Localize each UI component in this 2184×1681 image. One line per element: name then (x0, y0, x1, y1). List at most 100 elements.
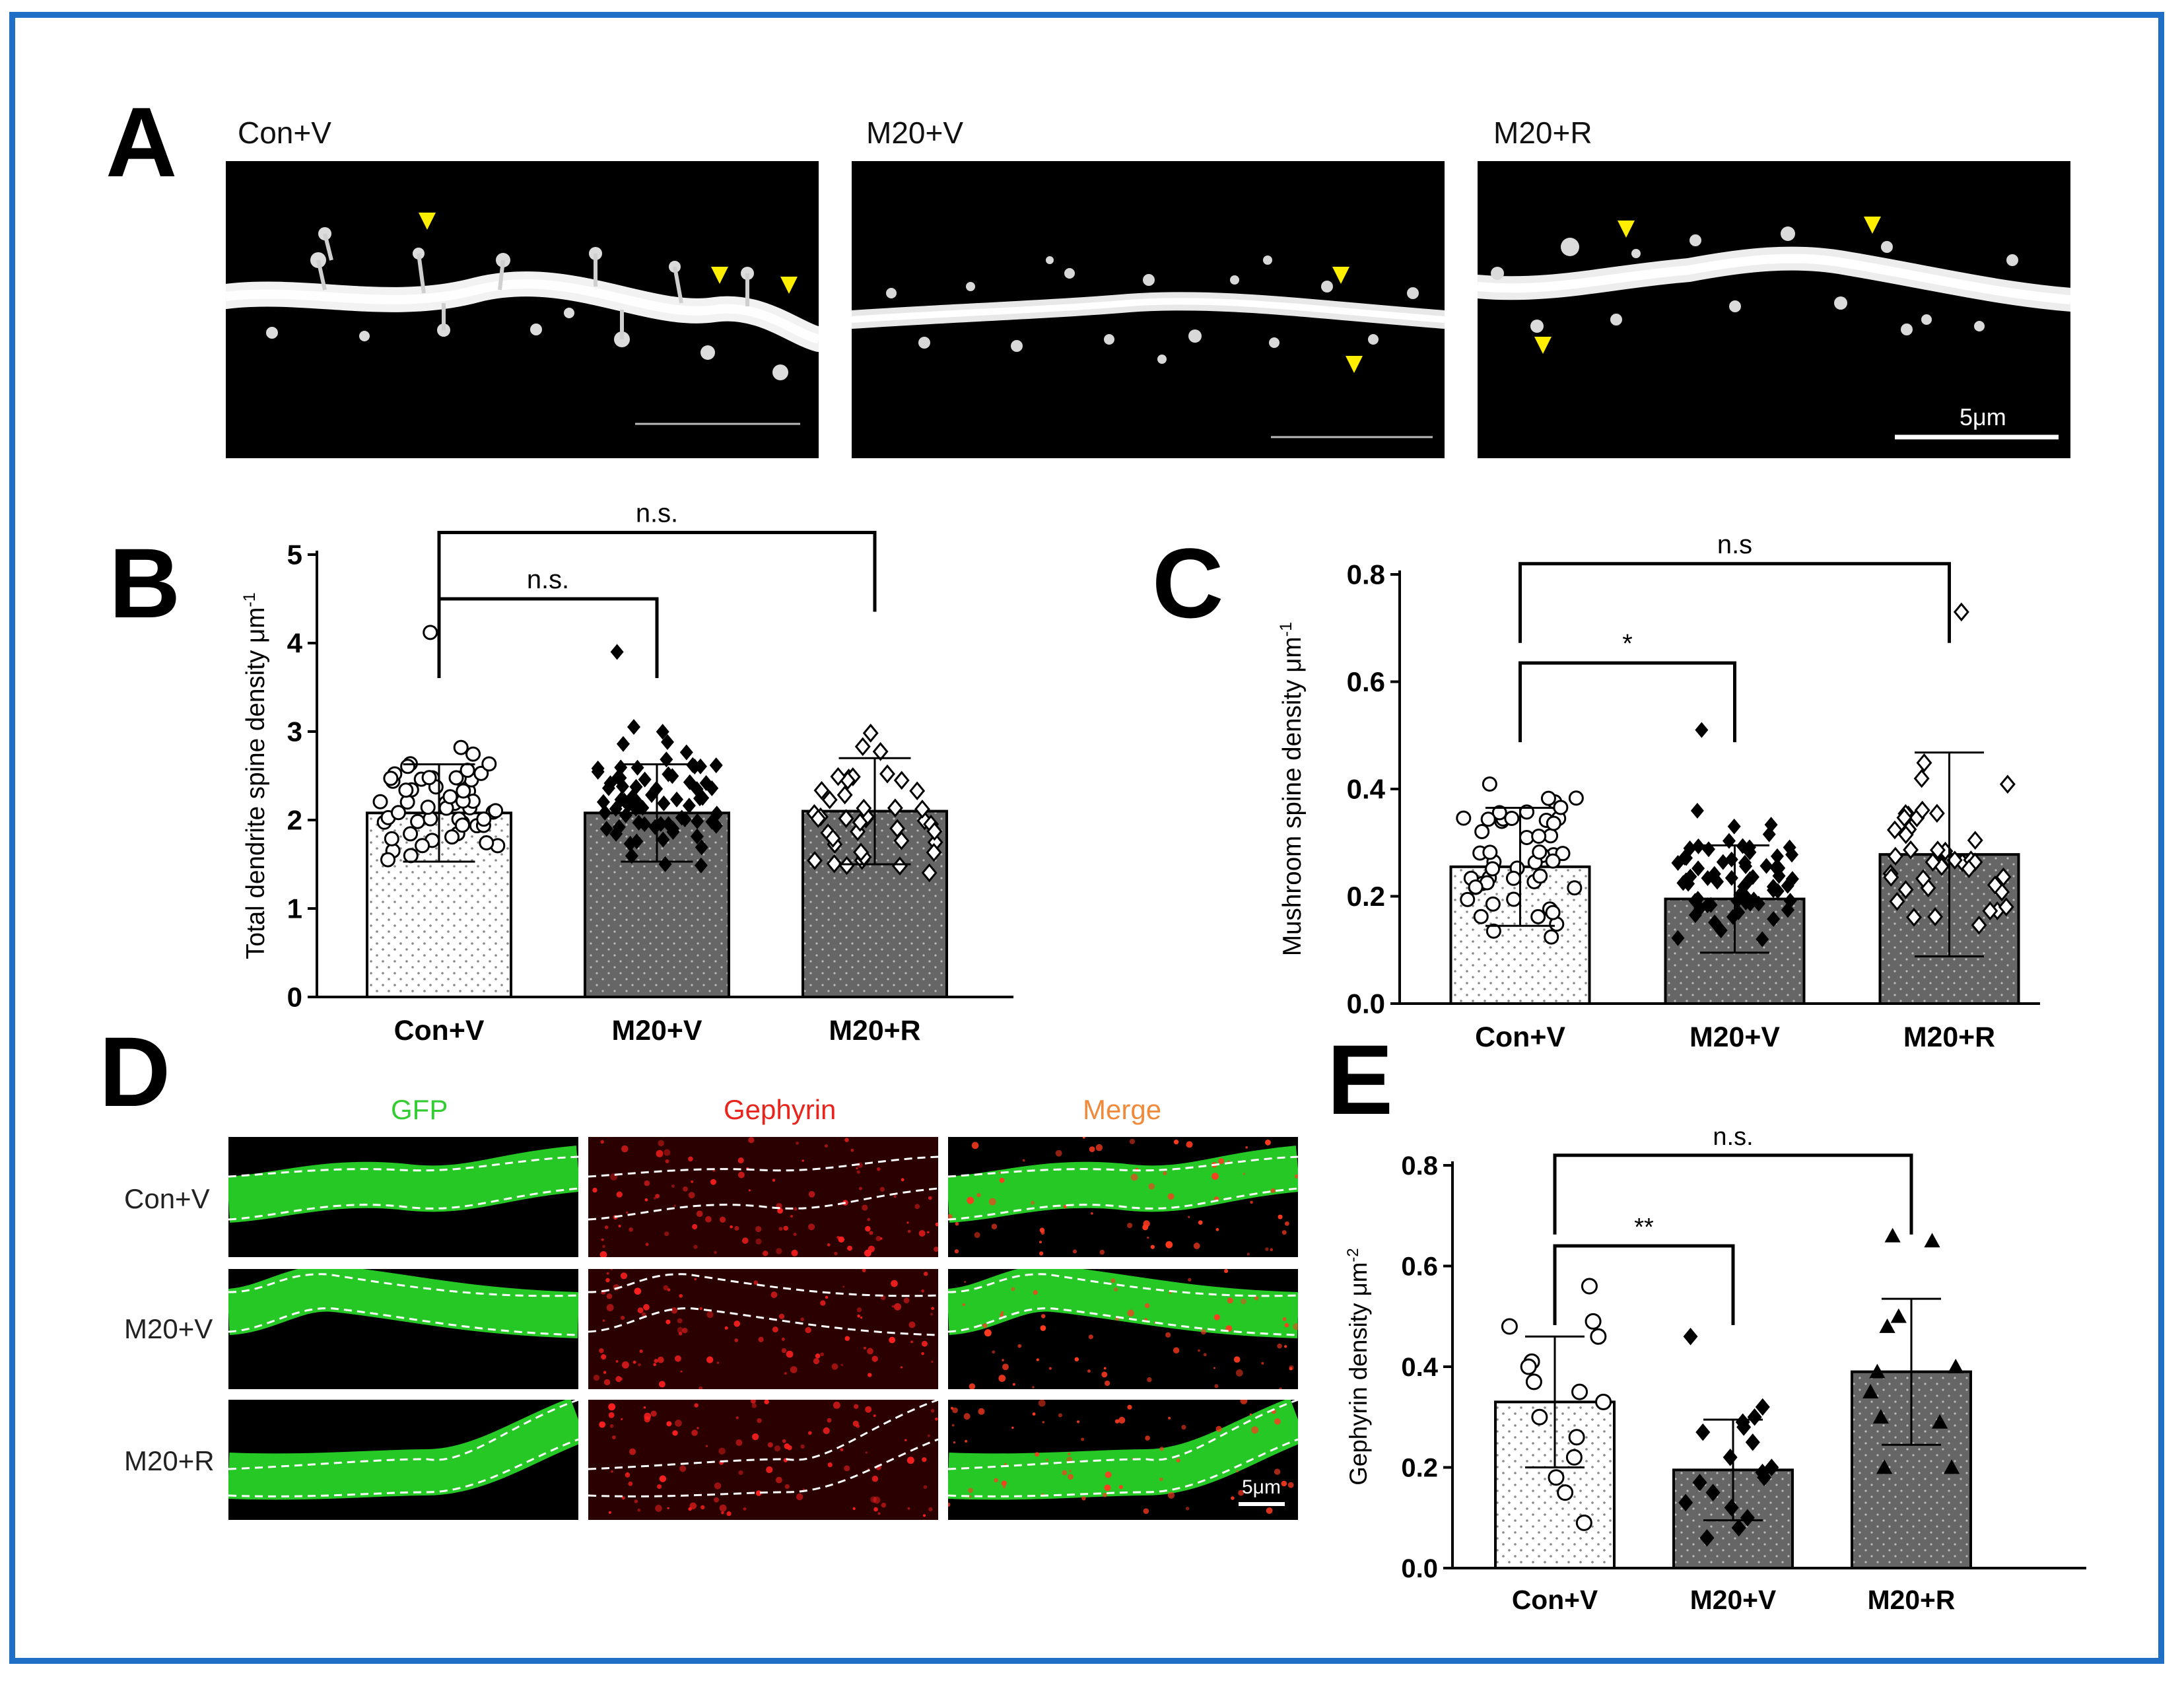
gephyrin-puncta (650, 1410, 657, 1417)
data-point-1-52 (616, 736, 630, 752)
y-axis-label-superscript: -1 (1277, 622, 1295, 636)
gephyrin-puncta (714, 1251, 717, 1254)
data-point-0-47 (454, 817, 470, 833)
gephyrin-puncta (1045, 1458, 1049, 1462)
data-point-1-65 (619, 807, 632, 823)
gephyrin-puncta (903, 1297, 910, 1303)
gephyrin-puncta (1265, 1139, 1271, 1146)
channel-label-gfp: GFP (391, 1094, 448, 1125)
data-point-0-48 (1545, 853, 1561, 869)
data-point-2-34 (813, 780, 830, 800)
gephyrin-puncta (1186, 1141, 1193, 1148)
gephyrin-puncta (820, 1300, 826, 1306)
data-point-0-14 (398, 782, 414, 798)
data-point-0-55 (423, 625, 438, 640)
gephyrin-puncta (922, 1457, 927, 1462)
gephyrin-puncta (1072, 1249, 1077, 1254)
comparison-bracket-1 (1519, 562, 1951, 643)
gephyrin-puncta (860, 1316, 863, 1319)
data-point-1-48 (1767, 910, 1781, 927)
gephyrin-puncta (1126, 1222, 1133, 1229)
gephyrin-puncta (637, 1508, 641, 1512)
data-point-0-45 (479, 835, 495, 850)
gephyrin-puncta (608, 1511, 611, 1514)
gephyrin-puncta (675, 1420, 682, 1427)
data-point-1-59 (1738, 854, 1752, 871)
gephyrin-puncta (1274, 1468, 1281, 1475)
data-point-1-67 (631, 759, 644, 776)
gephyrin-puncta (719, 1504, 727, 1512)
gephyrin-puncta (1218, 1158, 1225, 1165)
gephyrin-puncta (1103, 1492, 1107, 1497)
gephyrin-image-r2-c1 (588, 1400, 938, 1520)
gephyrin-puncta (605, 1278, 610, 1283)
gephyrin-puncta (873, 1496, 881, 1504)
gephyrin-puncta (850, 1148, 854, 1152)
gephyrin-puncta (603, 1371, 607, 1374)
gephyrin-puncta (621, 1315, 625, 1320)
dendrite-outline (228, 1438, 578, 1497)
gephyrin-puncta (931, 1361, 934, 1363)
gephyrin-puncta (838, 1236, 844, 1243)
data-point-1-41 (1744, 895, 1757, 912)
gephyrin-puncta (667, 1507, 669, 1509)
gephyrin-image-r0-c2 (948, 1137, 1298, 1257)
data-point-1-38 (666, 820, 680, 837)
chart-total-spine-density: 0 1 2 3 4 5 Total dendrite spine density μm-1 C… (240, 499, 1013, 1046)
gephyrin-puncta (923, 1272, 928, 1276)
gephyrin-puncta (671, 1184, 675, 1188)
data-point-1-47 (1742, 839, 1756, 856)
data-point-1-49 (625, 848, 638, 864)
gephyrin-puncta (644, 1180, 650, 1186)
gephyrin-puncta (632, 1360, 636, 1364)
gephyrin-puncta (934, 1247, 938, 1252)
gephyrin-puncta (1224, 1269, 1229, 1274)
gephyrin-puncta (610, 1269, 613, 1270)
gephyrin-puncta (875, 1235, 881, 1241)
gephyrin-puncta (927, 1231, 930, 1234)
gephyrin-puncta (877, 1167, 881, 1171)
gephyrin-puncta (734, 1225, 739, 1231)
gephyrin-puncta (784, 1484, 790, 1490)
gephyrin-puncta (1203, 1353, 1207, 1357)
gephyrin-puncta (1233, 1356, 1241, 1363)
gephyrin-puncta (954, 1249, 959, 1254)
gephyrin-puncta (1261, 1361, 1264, 1365)
data-point-2-10 (1916, 753, 1932, 772)
comparison-label-0: * (1622, 629, 1633, 658)
gephyrin-puncta (1245, 1146, 1248, 1149)
data-point-0-39 (421, 770, 437, 786)
gephyrin-puncta (827, 1462, 833, 1468)
gephyrin-puncta (1241, 1298, 1246, 1305)
data-point-1-43 (662, 766, 675, 782)
data-point-1-7 (1723, 1449, 1738, 1466)
gephyrin-puncta (1282, 1317, 1287, 1321)
data-point-1-40 (1771, 883, 1785, 899)
gephyrin-puncta (1145, 1435, 1150, 1441)
data-point-2-31 (854, 737, 871, 757)
data-point-2-30 (1928, 804, 1945, 823)
points-group-2 (806, 724, 943, 883)
data-point-1-66 (633, 798, 647, 815)
gephyrin-puncta (1211, 1173, 1219, 1180)
data-point-1-69 (656, 724, 669, 740)
gephyrin-puncta (639, 1350, 643, 1354)
data-point-1-10 (591, 763, 605, 780)
gephyrin-puncta (655, 1505, 662, 1512)
gephyrin-puncta (951, 1424, 955, 1427)
gephyrin-puncta (1163, 1171, 1167, 1175)
gephyrin-puncta (967, 1196, 974, 1204)
gephyrin-puncta (1227, 1297, 1233, 1304)
gephyrin-puncta (619, 1377, 623, 1381)
data-point-0-5 (400, 759, 416, 774)
gephyrin-puncta (808, 1190, 815, 1198)
gephyrin-puncta (615, 1375, 622, 1383)
gephyrin-puncta (1274, 1418, 1281, 1425)
gephyrin-puncta (998, 1171, 1002, 1174)
gephyrin-puncta (628, 1481, 633, 1486)
gephyrin-puncta (793, 1233, 797, 1237)
gephyrin-puncta (593, 1375, 600, 1381)
x-tick-label-2: M20+R (1868, 1585, 1956, 1615)
data-point-1-55 (1682, 875, 1695, 892)
gephyrin-puncta (1277, 1343, 1282, 1349)
